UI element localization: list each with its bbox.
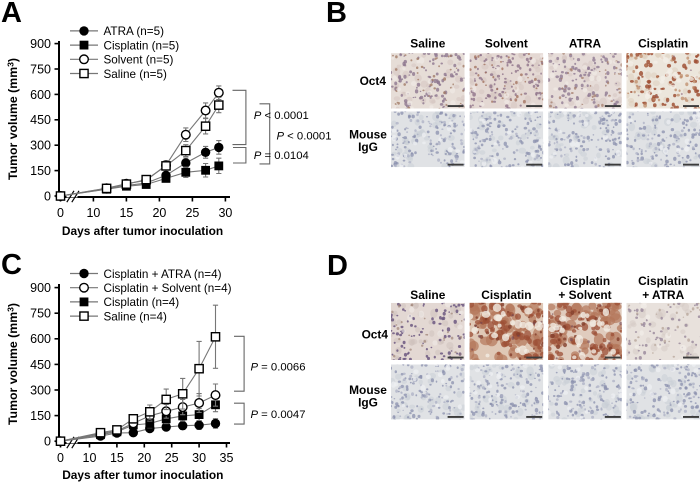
svg-text:Tumor volume (mm3): Tumor volume (mm3): [5, 58, 20, 180]
svg-text:0: 0: [57, 451, 64, 465]
svg-text:25: 25: [185, 206, 199, 220]
svg-text:10: 10: [86, 206, 100, 220]
svg-text:Days after tumor inoculation: Days after tumor inoculation: [62, 468, 223, 482]
svg-text:Oct4: Oct4: [360, 74, 387, 88]
svg-text:Solvent (n=5): Solvent (n=5): [104, 54, 174, 67]
svg-text:+ ATRA: + ATRA: [642, 288, 684, 302]
svg-text:Saline (n=5): Saline (n=5): [104, 68, 167, 81]
svg-text:ATRA (n=5): ATRA (n=5): [104, 25, 165, 38]
svg-text:Mouse: Mouse: [349, 383, 387, 397]
svg-text:600: 600: [30, 88, 51, 102]
svg-text:Solvent: Solvent: [485, 37, 528, 51]
svg-text:P = 0.0047: P = 0.0047: [251, 409, 306, 421]
svg-text:B: B: [326, 0, 347, 29]
svg-text:Mouse: Mouse: [349, 127, 387, 141]
svg-text:20: 20: [152, 206, 166, 220]
svg-text:C: C: [1, 249, 22, 281]
svg-text:Saline: Saline: [410, 288, 445, 302]
svg-text:Saline: Saline: [410, 37, 445, 51]
svg-text:+ Solvent: + Solvent: [558, 288, 611, 302]
svg-text:IgG: IgG: [358, 396, 378, 410]
svg-text:Cisplatin: Cisplatin: [638, 37, 688, 51]
svg-text:Cisplatin + ATRA (n=4): Cisplatin + ATRA (n=4): [104, 268, 222, 281]
svg-text:P = 0.0066: P = 0.0066: [251, 361, 306, 373]
svg-text:Cisplatin (n=5): Cisplatin (n=5): [104, 39, 180, 52]
svg-text:Cisplatin: Cisplatin: [638, 274, 688, 288]
svg-text:20: 20: [137, 451, 151, 465]
svg-text:Tumor volume (mm3): Tumor volume (mm3): [5, 303, 20, 425]
svg-text:Cisplatin: Cisplatin: [560, 274, 610, 288]
svg-text:Cisplatin: Cisplatin: [481, 288, 531, 302]
svg-text:0: 0: [57, 206, 64, 220]
svg-text:750: 750: [30, 62, 51, 76]
svg-text:300: 300: [30, 139, 51, 153]
svg-text:P = 0.0104: P = 0.0104: [254, 150, 309, 162]
svg-text:150: 150: [30, 409, 51, 423]
svg-text:30: 30: [218, 206, 232, 220]
svg-text:15: 15: [110, 451, 124, 465]
svg-text:Oct4: Oct4: [362, 327, 389, 341]
svg-text:A: A: [1, 0, 22, 29]
svg-text:IgG: IgG: [358, 140, 378, 154]
svg-text:Days after tumor inoculation: Days after tumor inoculation: [62, 224, 223, 238]
svg-text:P < 0.0001: P < 0.0001: [254, 110, 309, 122]
svg-text:25: 25: [165, 451, 179, 465]
svg-text:0: 0: [44, 189, 51, 203]
svg-text:Cisplatin (n=4): Cisplatin (n=4): [104, 296, 180, 309]
svg-text:900: 900: [30, 37, 51, 51]
svg-text:150: 150: [30, 164, 51, 178]
svg-text:ATRA: ATRA: [569, 37, 602, 51]
svg-text:750: 750: [30, 307, 51, 321]
svg-text:Saline (n=4): Saline (n=4): [104, 310, 167, 323]
svg-text:900: 900: [30, 281, 51, 295]
svg-text:450: 450: [30, 358, 51, 372]
svg-text:10: 10: [83, 451, 97, 465]
svg-text:D: D: [327, 250, 348, 282]
svg-text:300: 300: [30, 383, 51, 397]
svg-text:450: 450: [30, 113, 51, 127]
svg-text:Cisplatin + Solvent (n=4): Cisplatin + Solvent (n=4): [104, 282, 232, 295]
svg-text:0: 0: [44, 435, 51, 449]
svg-text:P < 0.0001: P < 0.0001: [277, 131, 332, 143]
svg-text:35: 35: [220, 451, 234, 465]
svg-text:600: 600: [30, 332, 51, 346]
svg-text:15: 15: [119, 206, 133, 220]
svg-text:30: 30: [192, 451, 206, 465]
